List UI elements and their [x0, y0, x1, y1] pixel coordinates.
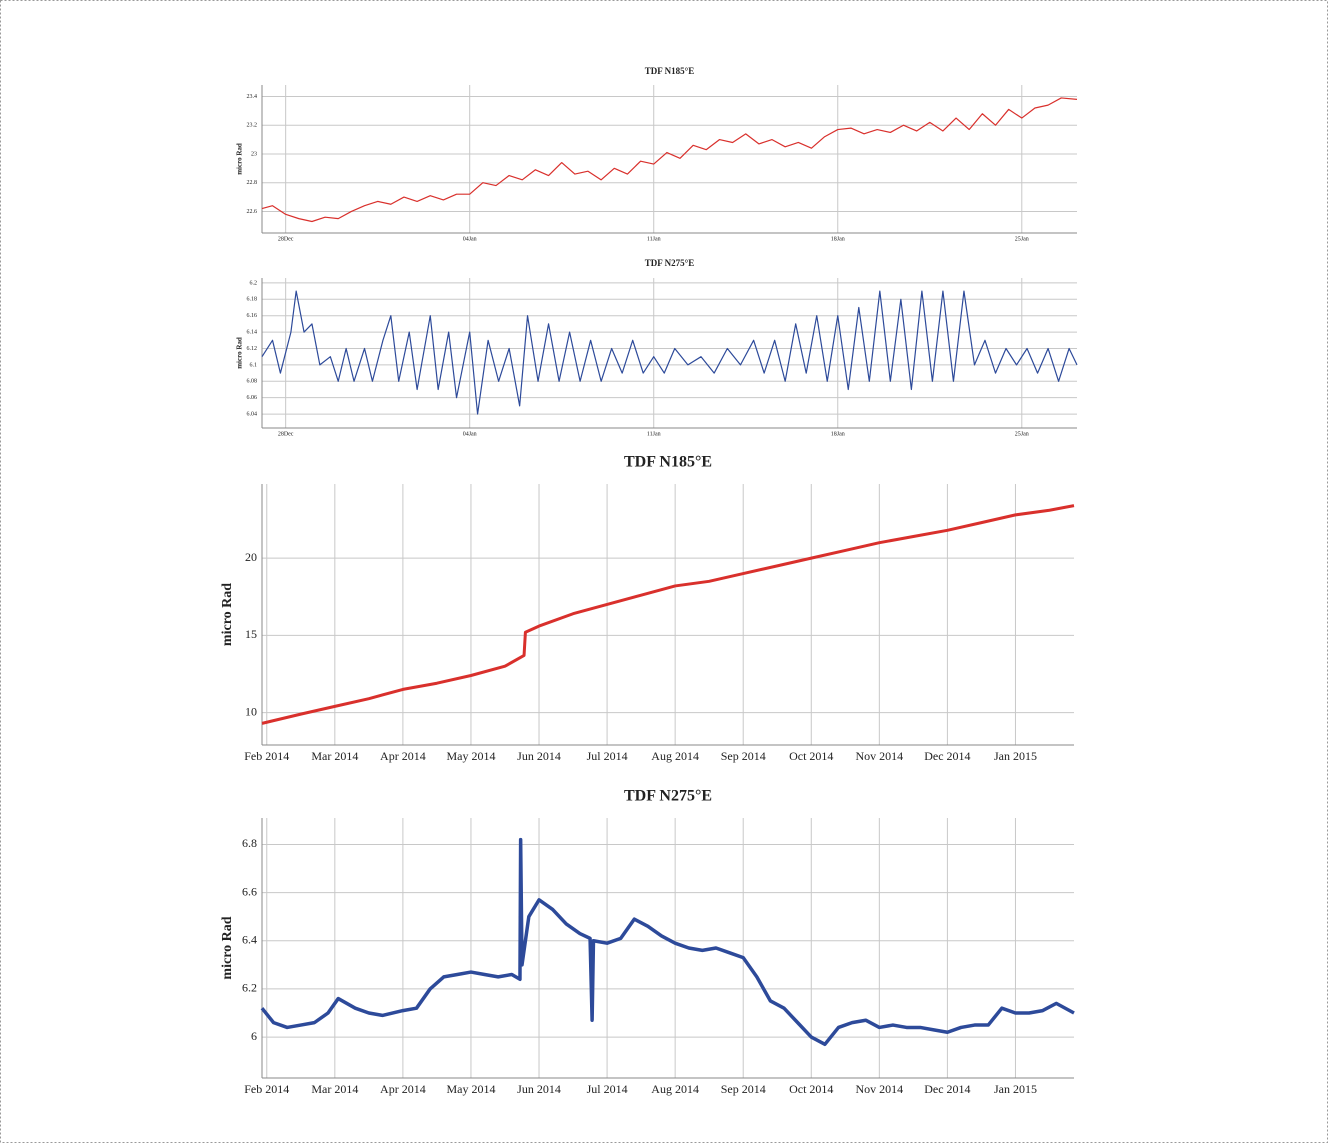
y-tick-label: 6 [251, 1029, 257, 1043]
y-tick-label: 22.6 [247, 209, 258, 215]
y-tick-label: 6.04 [247, 411, 258, 417]
x-tick-label: Feb 2014 [244, 1082, 289, 1096]
x-tick-label: Jun 2014 [517, 749, 561, 763]
x-tick-label: Mar 2014 [311, 749, 358, 763]
y-tick-label: 6.06 [247, 395, 258, 401]
x-tick-label: 11Jan [647, 431, 661, 437]
x-tick-label: May 2014 [446, 1082, 495, 1096]
y-tick-label: 6.6 [242, 884, 257, 898]
x-tick-label: 25Jan [1015, 431, 1029, 437]
x-tick-label: Jun 2014 [517, 1082, 561, 1096]
chart-title: TDF N275°E [645, 258, 695, 268]
x-tick-label: Apr 2014 [380, 1082, 426, 1096]
y-tick-label: 23 [251, 151, 257, 157]
x-tick-label: Oct 2014 [789, 749, 833, 763]
y-axis-label: micro Rad [236, 143, 244, 175]
x-tick-label: Aug 2014 [651, 1082, 699, 1096]
data-line [261, 290, 1078, 415]
x-tick-label: Jan 2015 [994, 749, 1037, 763]
x-tick-label: 18Jan [831, 236, 845, 242]
y-tick-label: 6.8 [242, 836, 257, 850]
x-tick-label: 18Jan [831, 431, 845, 437]
y-tick-label: 6.14 [247, 329, 258, 335]
y-tick-label: 6.08 [247, 379, 258, 385]
chart-title: TDF N275°E [624, 788, 712, 805]
y-tick-label: 15 [245, 627, 257, 641]
y-tick-label: 22.8 [247, 180, 258, 186]
x-tick-label: Nov 2014 [856, 749, 904, 763]
y-tick-label: 6.12 [247, 346, 258, 352]
x-tick-label: 11Jan [647, 236, 661, 242]
y-tick-label: 6.1 [250, 362, 258, 368]
y-tick-label: 6.2 [250, 280, 258, 286]
y-tick-label: 6.4 [242, 933, 257, 947]
chart-title: TDF N185°E [645, 66, 695, 76]
y-tick-label: 23.2 [247, 123, 258, 129]
x-tick-label: Feb 2014 [244, 749, 289, 763]
x-tick-label: Oct 2014 [789, 1082, 833, 1096]
x-tick-label: Aug 2014 [651, 749, 699, 763]
x-tick-label: 28Dec [278, 431, 294, 437]
y-tick-label: 6.2 [242, 981, 257, 995]
chart-title: TDF N185°E [624, 454, 712, 471]
y-tick-label: 23.4 [247, 94, 258, 100]
y-tick-label: 10 [245, 704, 257, 718]
x-tick-label: Mar 2014 [311, 1082, 358, 1096]
y-axis-label: micro Rad [220, 583, 235, 646]
y-tick-label: 6.16 [247, 313, 258, 319]
y-tick-label: 20 [245, 550, 257, 564]
x-tick-label: Nov 2014 [856, 1082, 904, 1096]
x-tick-label: Apr 2014 [380, 749, 426, 763]
data-line [260, 837, 1075, 1047]
y-axis-label: micro Rad [236, 337, 244, 369]
y-tick-label: 6.18 [247, 297, 258, 303]
x-tick-label: Jan 2015 [994, 1082, 1037, 1096]
data-line [261, 97, 1078, 223]
x-tick-label: 25Jan [1015, 236, 1029, 242]
x-tick-label: 04Jan [463, 236, 477, 242]
x-tick-label: 28Dec [278, 236, 294, 242]
x-tick-label: Sep 2014 [721, 1082, 766, 1096]
x-tick-label: Dec 2014 [924, 1082, 970, 1096]
x-tick-label: Jul 2014 [587, 1082, 628, 1096]
x-tick-label: 04Jan [463, 431, 477, 437]
data-line [261, 504, 1075, 725]
x-tick-label: Sep 2014 [721, 749, 766, 763]
x-tick-label: Jul 2014 [587, 749, 628, 763]
x-tick-label: May 2014 [446, 749, 495, 763]
x-tick-label: Dec 2014 [924, 749, 970, 763]
y-axis-label: micro Rad [220, 916, 235, 979]
